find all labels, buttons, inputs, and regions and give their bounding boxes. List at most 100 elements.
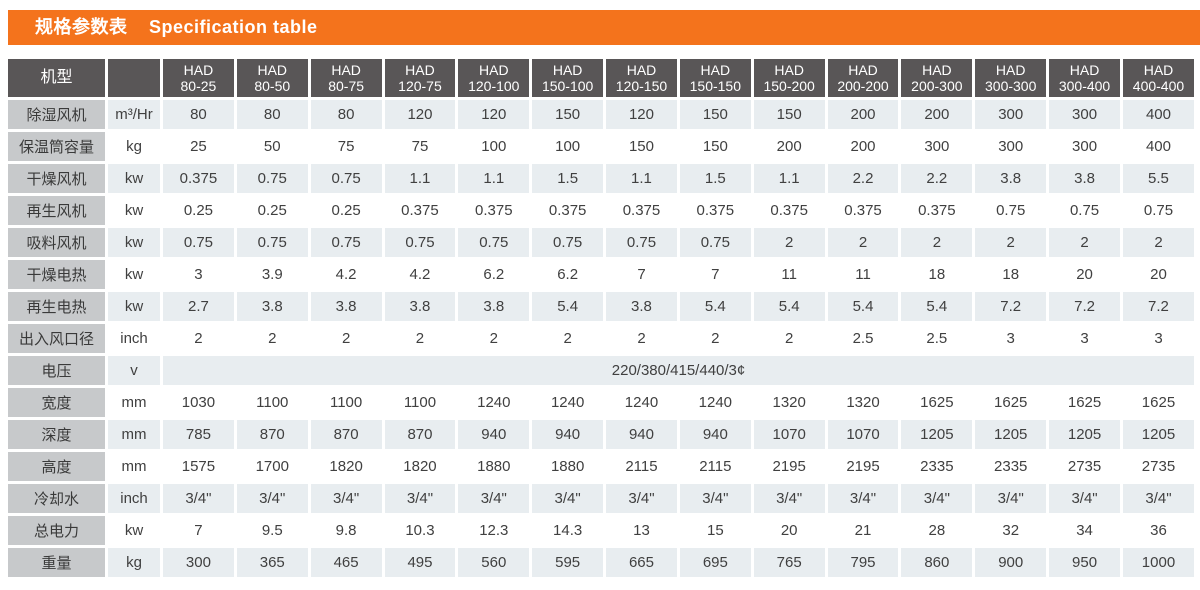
row-label: 出入风口径: [8, 324, 105, 353]
value-cell: 1625: [1122, 388, 1194, 417]
value-cell: 3/4": [236, 484, 308, 513]
table-row: 冷却水 inch 3/4" 3/4" 3/4" 3/4" 3/4" 3/4" 3/4" 3/4" 3…: [8, 484, 1194, 513]
value-cell: 0.75: [236, 164, 308, 193]
value-cell: 665: [606, 548, 677, 577]
value-cell: 0.375: [384, 196, 456, 225]
model-number: 150-200: [763, 78, 815, 94]
model-column-header: HAD 150-100: [532, 59, 604, 97]
spec-table: 机型 HAD 80-25 HAD 80-50 HAD 80-75 HAD 120-75 HAD 12…: [5, 56, 1197, 580]
value-cell: 150: [532, 100, 604, 129]
value-cell: 0.375: [901, 196, 973, 225]
row-label: 电压: [8, 356, 105, 385]
row-label: 冷却水: [8, 484, 105, 513]
section-title-en: Specification table: [149, 17, 318, 37]
model-series-name: HAD: [626, 61, 657, 78]
value-cell: 785: [163, 420, 234, 449]
value-cell: 2735: [1049, 452, 1120, 481]
value-cell: 0.75: [236, 228, 308, 257]
value-cell: 465: [310, 548, 382, 577]
value-cell: 2.2: [901, 164, 973, 193]
value-cell: 0.75: [975, 196, 1047, 225]
value-cell: 11: [753, 260, 825, 289]
value-cell: 2: [1049, 228, 1120, 257]
value-cell: 0.375: [679, 196, 751, 225]
value-cell: 18: [901, 260, 973, 289]
value-cell: 0.375: [827, 196, 899, 225]
model-series-name: HAD: [331, 61, 361, 78]
row-unit: kw: [108, 292, 160, 321]
value-cell: 300: [163, 548, 234, 577]
model-column-header: HAD 80-25: [163, 59, 234, 97]
value-cell: 0.25: [236, 196, 308, 225]
value-cell: 2.7: [163, 292, 234, 321]
value-cell: 150: [753, 100, 825, 129]
value-cell: 1.1: [384, 164, 456, 193]
model-column-header: HAD 150-150: [679, 59, 751, 97]
model-number: 400-400: [1132, 78, 1185, 94]
value-cell: 75: [384, 132, 456, 161]
value-cell: 2115: [679, 452, 751, 481]
value-cell: 7.2: [1049, 292, 1120, 321]
value-cell: 950: [1049, 548, 1120, 577]
model-series-name: HAD: [700, 61, 731, 78]
value-cell: 1880: [532, 452, 604, 481]
table-row: 宽度 mm 1030 1100 1100 1100 1240 1240 1240 1240 1320…: [8, 388, 1194, 417]
value-cell: 870: [310, 420, 382, 449]
value-cell: 1820: [310, 452, 382, 481]
value-cell: 1625: [975, 388, 1047, 417]
value-cell: 5.5: [1122, 164, 1194, 193]
value-cell: 7.2: [1122, 292, 1194, 321]
value-cell: 2: [163, 324, 234, 353]
value-cell: 9.8: [310, 516, 382, 545]
header-row: 机型 HAD 80-25 HAD 80-50 HAD 80-75 HAD 120-75 HAD 12…: [8, 59, 1194, 97]
row-unit: inch: [108, 484, 160, 513]
value-cell: 0.75: [384, 228, 456, 257]
value-cell: 3.8: [236, 292, 308, 321]
value-cell: 300: [901, 132, 973, 161]
model-column-header: HAD 300-300: [975, 59, 1047, 97]
value-cell: 80: [163, 100, 234, 129]
model-number: 80-75: [328, 78, 365, 94]
value-cell: 200: [827, 132, 899, 161]
value-cell: 20: [753, 516, 825, 545]
value-cell: 0.75: [606, 228, 677, 257]
table-row: 重量 kg 300 365 465 495 560 595 665 695 765 795 860 900…: [8, 548, 1194, 577]
value-cell: 5.4: [901, 292, 973, 321]
model-number: 150-150: [689, 78, 742, 94]
value-cell: 2335: [901, 452, 973, 481]
value-cell: 3/4": [1049, 484, 1120, 513]
table-row: 电压 v 220/380/415/440/3¢: [8, 356, 1194, 385]
value-cell: 560: [458, 548, 530, 577]
value-cell: 695: [679, 548, 751, 577]
value-cell: 1700: [236, 452, 308, 481]
model-series-name: HAD: [257, 61, 288, 78]
value-cell: 400: [1122, 100, 1194, 129]
model-number: 80-50: [254, 78, 291, 94]
row-unit: kw: [108, 260, 160, 289]
model-header-cell: 机型: [8, 59, 105, 97]
value-cell: 80: [310, 100, 382, 129]
value-cell: 3/4": [753, 484, 825, 513]
value-cell: 495: [384, 548, 456, 577]
value-cell: 3/4": [679, 484, 751, 513]
value-cell: 6.2: [458, 260, 530, 289]
row-label: 总电力: [8, 516, 105, 545]
value-cell: 100: [458, 132, 530, 161]
value-cell: 0.75: [310, 164, 382, 193]
model-number: 80-25: [180, 78, 217, 94]
value-cell: 1.5: [532, 164, 604, 193]
value-cell: 120: [384, 100, 456, 129]
value-cell: 3/4": [1122, 484, 1194, 513]
value-cell: 120: [606, 100, 677, 129]
value-cell: 795: [827, 548, 899, 577]
value-cell: 80: [236, 100, 308, 129]
value-cell: 3.8: [384, 292, 456, 321]
value-cell: 595: [532, 548, 604, 577]
table-header: 机型 HAD 80-25 HAD 80-50 HAD 80-75 HAD 120-75 HAD 12…: [8, 59, 1194, 97]
value-cell: 1240: [679, 388, 751, 417]
value-cell: 7.2: [975, 292, 1047, 321]
value-cell: 940: [458, 420, 530, 449]
model-number: 120-75: [398, 78, 442, 94]
value-cell: 3: [163, 260, 234, 289]
